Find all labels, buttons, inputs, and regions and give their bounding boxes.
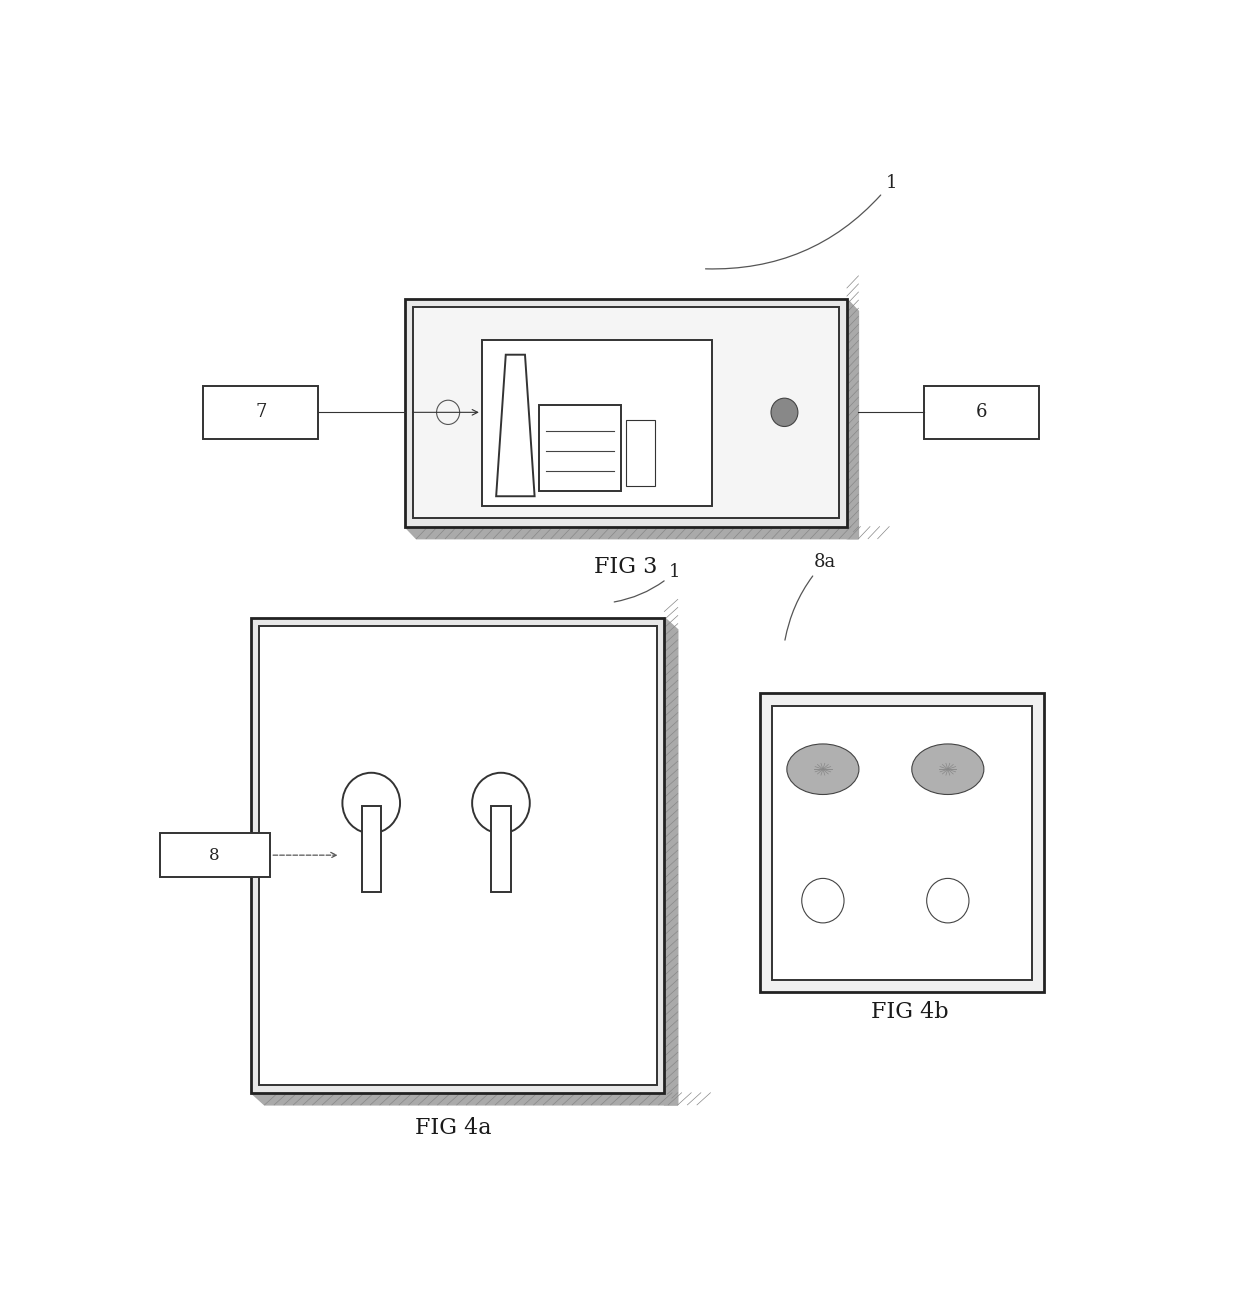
Text: FIG 3: FIG 3 bbox=[594, 555, 657, 578]
Bar bbox=[259, 626, 657, 1085]
Bar bbox=[491, 806, 511, 892]
Bar bbox=[413, 307, 839, 519]
Ellipse shape bbox=[911, 744, 983, 794]
Text: FIG 4b: FIG 4b bbox=[870, 1001, 949, 1023]
Polygon shape bbox=[847, 299, 858, 538]
Ellipse shape bbox=[787, 744, 859, 794]
Bar bbox=[539, 406, 621, 491]
Circle shape bbox=[926, 878, 968, 923]
Text: 1: 1 bbox=[706, 173, 897, 269]
Bar bbox=[160, 832, 270, 877]
Bar bbox=[203, 386, 319, 439]
Circle shape bbox=[342, 773, 401, 834]
Text: 7: 7 bbox=[255, 403, 267, 421]
Bar bbox=[760, 693, 1044, 991]
Text: 1: 1 bbox=[614, 563, 681, 601]
Text: FIG 4a: FIG 4a bbox=[414, 1117, 491, 1140]
Circle shape bbox=[771, 398, 797, 427]
Circle shape bbox=[802, 878, 844, 923]
Polygon shape bbox=[496, 355, 534, 496]
Text: 8: 8 bbox=[210, 847, 219, 864]
Polygon shape bbox=[665, 617, 678, 1104]
Polygon shape bbox=[404, 527, 858, 538]
Text: 8a: 8a bbox=[785, 553, 836, 641]
Bar bbox=[924, 386, 1039, 439]
Bar bbox=[626, 420, 655, 486]
Polygon shape bbox=[250, 1092, 678, 1104]
Bar bbox=[404, 299, 847, 527]
Circle shape bbox=[472, 773, 529, 834]
Bar bbox=[481, 340, 713, 507]
Bar bbox=[773, 705, 1033, 979]
Bar bbox=[250, 617, 665, 1092]
Text: 6: 6 bbox=[976, 403, 987, 421]
Bar bbox=[362, 806, 381, 892]
